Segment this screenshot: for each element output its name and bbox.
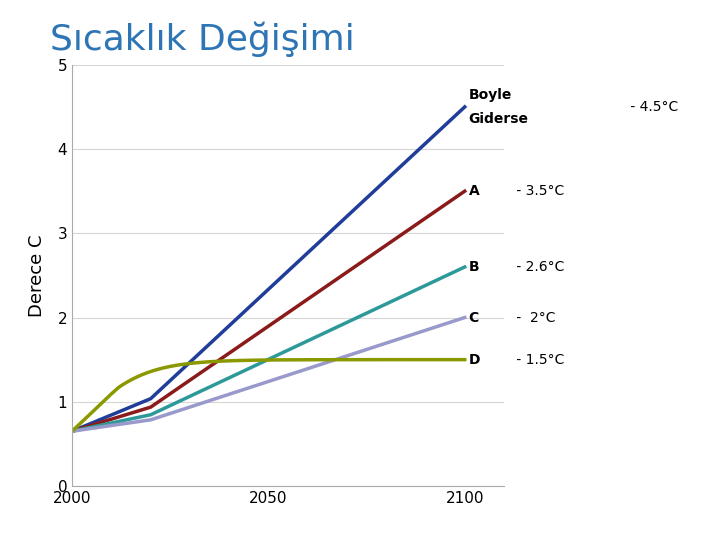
Text: A: A xyxy=(469,184,480,198)
Text: Giderse: Giderse xyxy=(469,112,528,126)
Text: B: B xyxy=(469,260,480,274)
Text: - 4.5°C: - 4.5°C xyxy=(626,100,678,114)
Text: - 2.6°C: - 2.6°C xyxy=(512,260,564,274)
Text: Boyle: Boyle xyxy=(469,88,512,102)
Text: C: C xyxy=(469,310,479,325)
Text: -  2°C: - 2°C xyxy=(512,310,555,325)
Text: D: D xyxy=(469,353,480,367)
Text: Sıcaklık Değişimi: Sıcaklık Değişimi xyxy=(50,22,355,57)
Text: - 1.5°C: - 1.5°C xyxy=(512,353,564,367)
Text: - 3.5°C: - 3.5°C xyxy=(512,184,564,198)
Y-axis label: Derece C: Derece C xyxy=(28,234,46,316)
